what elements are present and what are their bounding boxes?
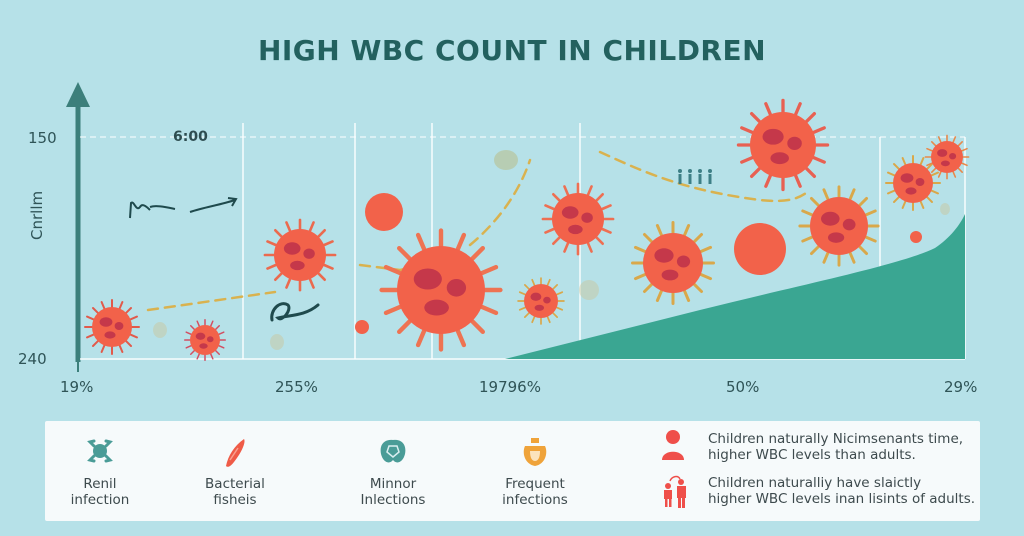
jar-icon	[523, 438, 547, 466]
y-tick-240: 240	[18, 350, 47, 368]
wbc-cells	[85, 100, 969, 360]
chart-title: HIGH WBC COUNT IN CHILDREN	[257, 34, 767, 67]
note-2: Children naturalliy have slaictly higher…	[660, 473, 975, 513]
note-1-line1: Children naturally Nicimsenants time,	[708, 431, 964, 447]
y-axis-label: Cnrllm	[28, 190, 46, 240]
chart-plot	[66, 82, 1024, 372]
note-2-line1: Children naturalliy have slaictly	[708, 475, 922, 491]
legend-label-line1: Renil	[83, 476, 117, 492]
x-tick-2: 255%	[275, 378, 318, 396]
note-1: Children naturally Nicimsenants time, hi…	[660, 429, 963, 469]
legend-item-renil-infection: Renil infection	[40, 421, 160, 521]
lungs-icon	[380, 439, 406, 463]
legend-label-line2: Inlections	[360, 492, 426, 508]
people-icon	[678, 169, 712, 184]
legend-item-bacterial: Bacterial fisheis	[175, 421, 295, 521]
y-tick-150: 150	[28, 129, 57, 147]
legend-panel: Renil infection Bacterial fisheis Minnor…	[45, 421, 980, 521]
legend-label-line1: Frequent	[505, 476, 565, 492]
faint-texture	[153, 150, 950, 350]
legend-item-minor-infections: Minnor Inlections	[333, 421, 453, 521]
parent-child-icon	[664, 475, 686, 508]
legend-label-line1: Bacterial	[205, 476, 265, 492]
legend-label-line2: fisheis	[213, 492, 257, 508]
x-tick-5: 29%	[944, 378, 978, 396]
x-tick-3: 19796%	[479, 378, 541, 396]
bacterium-rod-icon	[226, 439, 245, 467]
area-series	[505, 214, 965, 359]
annotation-label: 6:00	[173, 129, 208, 145]
note-2-line2: higher WBC levels inan lisints of adults…	[708, 491, 976, 507]
legend-item-frequent-infections: Frequent infections	[475, 421, 595, 521]
x-tick-1: 19%	[60, 378, 94, 396]
y-axis-arrow-icon	[66, 82, 90, 107]
legend-label-line1: Minnor	[369, 476, 417, 492]
bacteria-icon	[87, 439, 113, 463]
x-tick-4: 50%	[726, 378, 760, 396]
note-1-line2: higher WBC levels than adults.	[708, 447, 916, 463]
legend-label-line2: infections	[502, 492, 568, 508]
person-icon	[662, 430, 684, 460]
legend-label-line2: infection	[70, 492, 130, 508]
